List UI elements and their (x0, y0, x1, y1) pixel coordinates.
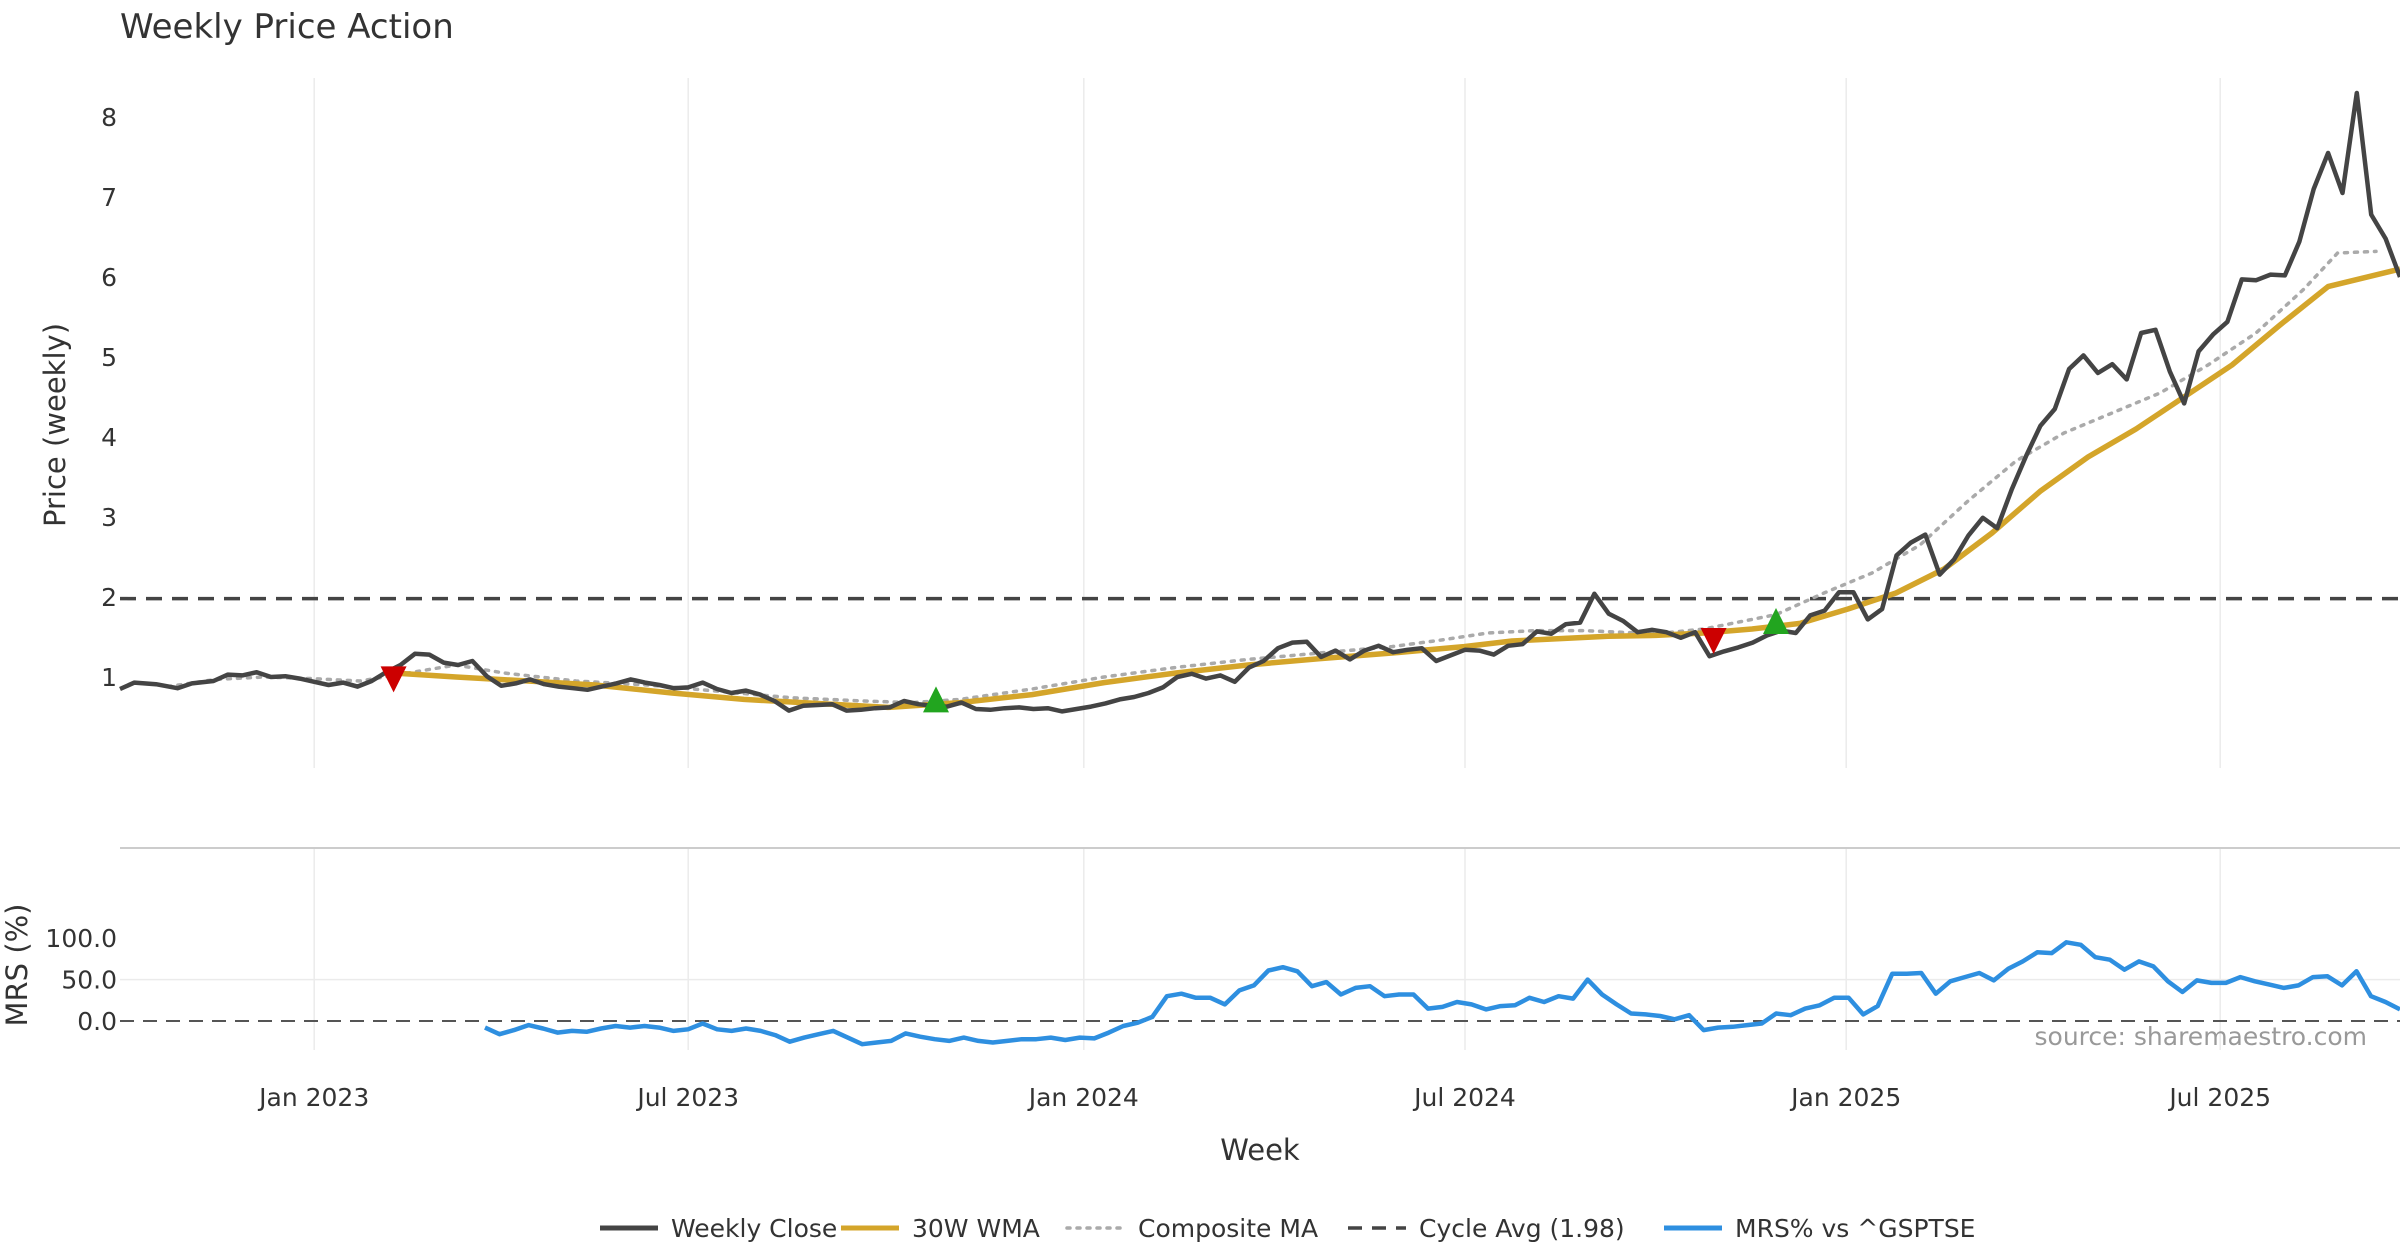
legend-item-3: Cycle Avg (1.98) (1348, 1214, 1625, 1243)
buy-marker-1 (923, 686, 949, 713)
buy-marker-3 (1763, 608, 1789, 634)
chart-title: Weekly Price Action (120, 7, 454, 47)
x-axis-label: Week (1220, 1133, 1300, 1167)
mrs-ytick-1: 50.0 (61, 966, 117, 995)
price-ytick-2: 3 (101, 503, 117, 532)
xtick-1: Jul 2023 (635, 1083, 739, 1112)
legend-item-0: Weekly Close (600, 1214, 837, 1243)
legend-label-2: Composite MA (1138, 1214, 1318, 1243)
legend-label-1: 30W WMA (912, 1214, 1040, 1243)
xtick-5: Jul 2025 (2167, 1083, 2271, 1112)
price-y-axis-label: Price (weekly) (38, 323, 72, 527)
legend-item-1: 30W WMA (841, 1214, 1040, 1243)
mrs-line (484, 940, 2400, 1047)
price-ytick-6: 7 (101, 183, 117, 212)
legend-item-2: Composite MA (1065, 1214, 1318, 1243)
sell-marker-0 (380, 666, 407, 693)
mrs-y-axis-label: MRS (%) (0, 904, 34, 1027)
mrs-y-ticks: 100.0 50.0 0.0 (45, 924, 117, 1036)
price-gridlines (313, 78, 2221, 768)
legend-label-3: Cycle Avg (1.98) (1419, 1214, 1625, 1243)
sell-marker-2 (1700, 628, 1727, 654)
legend: Weekly Close 30W WMA Composite MA Cycle Avg… (600, 1214, 1975, 1243)
signal-markers (380, 608, 1789, 713)
xtick-4: Jan 2025 (1789, 1083, 1901, 1112)
legend-item-4: MRS% vs ^GSPTSE (1664, 1214, 1975, 1243)
weekly-close-line (119, 90, 2400, 714)
price-ytick-1: 2 (101, 583, 117, 612)
composite-ma-line (166, 249, 2378, 705)
xtick-3: Jul 2024 (1412, 1083, 1516, 1112)
price-ytick-0: 1 (101, 663, 117, 692)
price-y-ticks: 1 2 3 4 5 6 7 8 (101, 103, 117, 692)
mrs-panel: MRS (%) 100.050.00.0 Jan 2023 Jul 2023 Jan… (0, 847, 2400, 1167)
price-ytick-4: 5 (101, 343, 117, 372)
price-ytick-7: 8 (101, 103, 117, 132)
xtick-0: Jan 2023 (257, 1083, 369, 1112)
price-ytick-3: 4 (101, 423, 117, 452)
mrs-ytick-0: 100.0 (45, 924, 117, 953)
legend-label-4: MRS% vs ^GSPTSE (1735, 1214, 1975, 1243)
price-panel: Weekly Price Action Price (weekly) 1 2 3 4 5… (38, 7, 2400, 768)
x-axis-ticks: Jan 2023 Jul 2023 Jan 2024 Jul 2024 Jan 2025… (257, 1083, 2271, 1112)
legend-label-0: Weekly Close (671, 1214, 837, 1243)
source-text: source: sharemaestro.com (2035, 1022, 2368, 1051)
wma-30w-line (393, 266, 2400, 711)
price-ytick-5: 6 (101, 263, 117, 292)
xtick-2: Jan 2024 (1027, 1083, 1139, 1112)
mrs-ytick-2: 0.0 (77, 1007, 117, 1036)
